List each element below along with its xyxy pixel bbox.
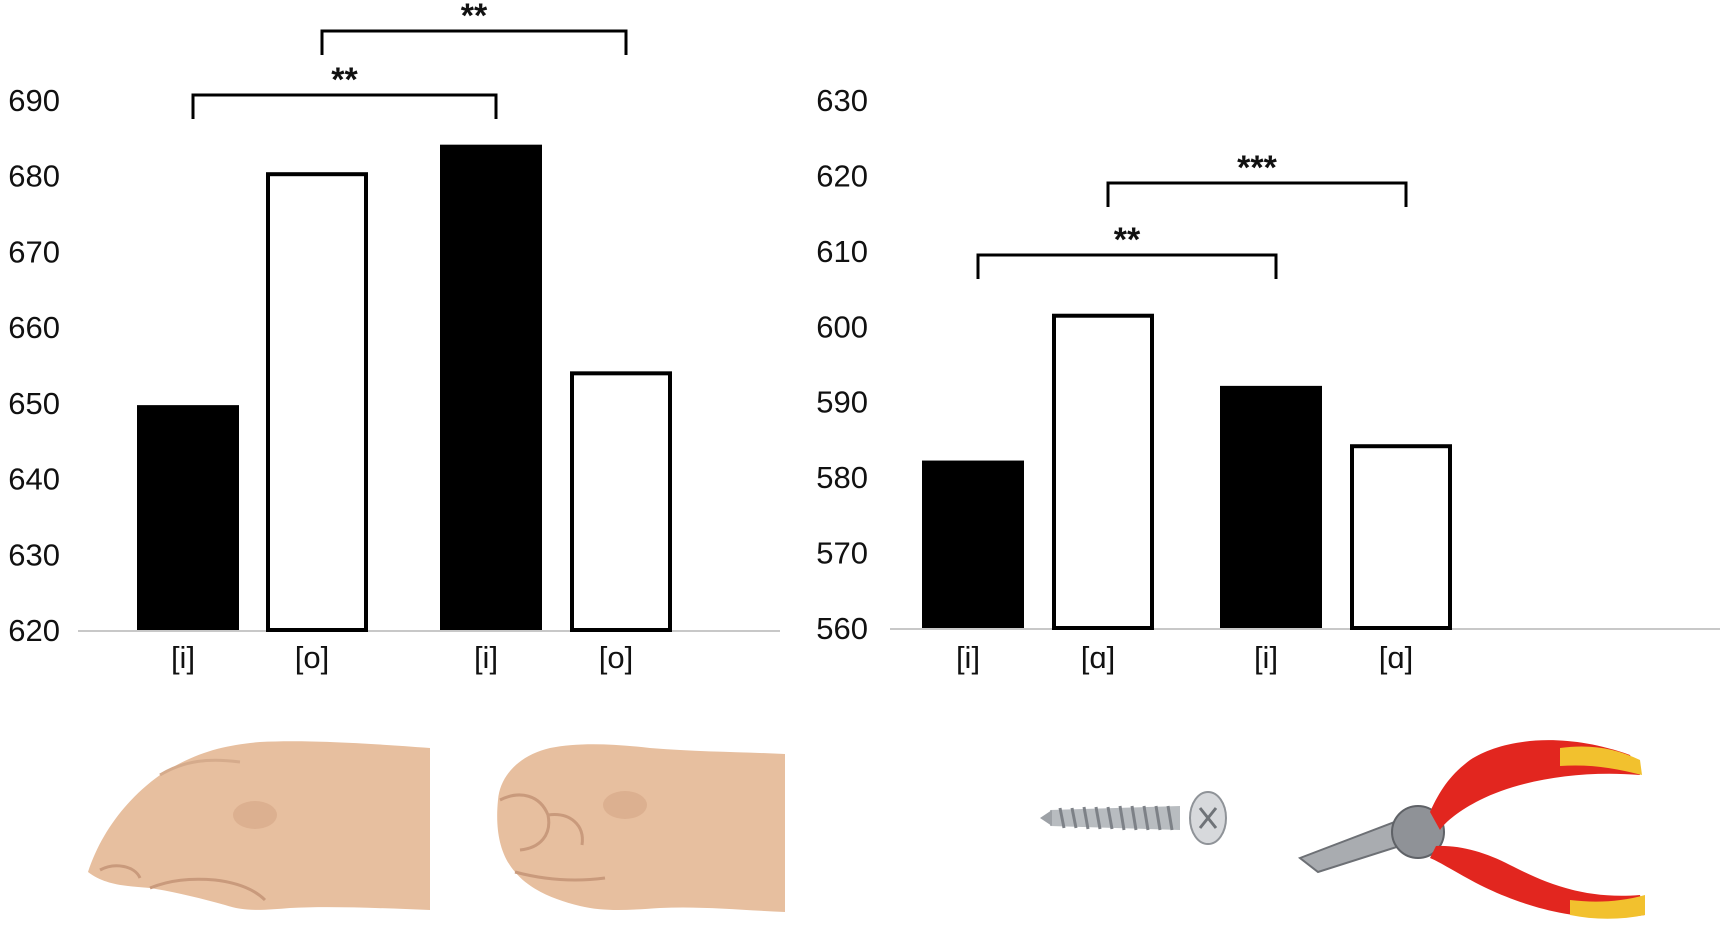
y-tick-label: 620 xyxy=(816,158,868,193)
pliers-image xyxy=(1297,740,1645,919)
significance-bracket xyxy=(1106,181,1408,207)
y-tick-label: 640 xyxy=(8,462,60,497)
x-category-label: [i] xyxy=(474,640,498,675)
bar xyxy=(1052,313,1154,630)
significance-label: ** xyxy=(331,61,358,99)
chart-left-hand-postures: 620 630 640 650 660 670 680 690 [i] [o] [i] [o] ** ** xyxy=(8,0,780,675)
x-category-label: [ɑ] xyxy=(1081,640,1115,675)
significance-label: ** xyxy=(1114,221,1141,259)
x-category-label: [i] xyxy=(1254,640,1278,675)
y-tick-label: 680 xyxy=(8,159,60,194)
y-tick-label: 630 xyxy=(8,537,60,572)
bar xyxy=(1350,444,1452,630)
open-hand-image xyxy=(88,741,430,910)
y-tick-label: 630 xyxy=(816,83,868,118)
bar xyxy=(1220,385,1322,628)
significance-label: ** xyxy=(461,0,488,35)
y-tick-label: 690 xyxy=(8,83,60,118)
x-category-label: [i] xyxy=(956,640,980,675)
y-tick-label: 570 xyxy=(816,536,868,571)
bar xyxy=(266,172,368,632)
y-tick-label: 610 xyxy=(816,234,868,269)
screw-image xyxy=(1040,791,1227,845)
significance-bracket xyxy=(976,253,1278,279)
x-category-label: [ɑ] xyxy=(1379,640,1413,675)
y-tick-label: 660 xyxy=(8,310,60,345)
bar xyxy=(137,405,239,630)
bar xyxy=(440,144,542,630)
bar xyxy=(570,371,672,632)
y-tick-label: 590 xyxy=(816,385,868,420)
significance-bracket xyxy=(320,29,628,55)
fist-image xyxy=(497,744,785,912)
y-tick-label: 620 xyxy=(8,613,60,648)
significance-bracket xyxy=(191,93,498,119)
bar xyxy=(922,460,1024,628)
y-tick-label: 560 xyxy=(816,611,868,646)
y-tick-label: 580 xyxy=(816,460,868,495)
significance-label: *** xyxy=(1237,149,1277,187)
x-category-label: [o] xyxy=(295,640,329,675)
y-tick-label: 650 xyxy=(8,386,60,421)
x-category-label: [i] xyxy=(171,640,195,675)
x-category-label: [o] xyxy=(599,640,633,675)
y-tick-label: 600 xyxy=(816,309,868,344)
y-tick-label: 670 xyxy=(8,234,60,269)
